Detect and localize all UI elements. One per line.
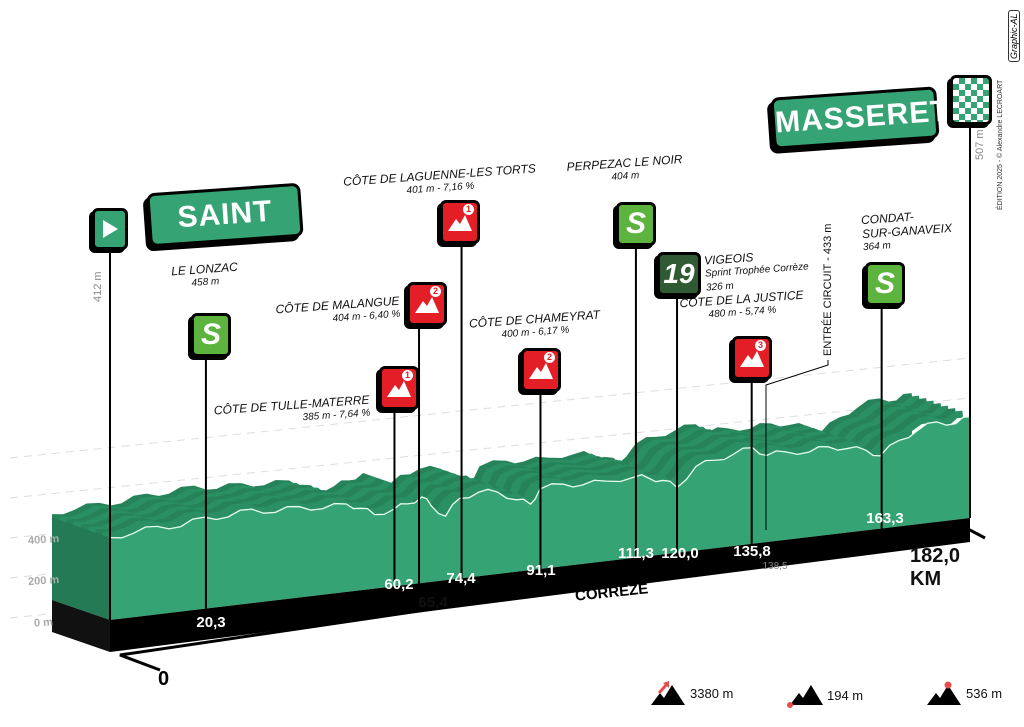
label-le-lonzac: LE LONZAC 458 m: [170, 259, 239, 289]
distance-axis: [119, 528, 986, 672]
km-laguenne: 74,4: [446, 570, 476, 587]
axis-label-200: 200 m: [27, 573, 60, 589]
climb-cat3-sign-icon: 3: [732, 336, 772, 380]
label-entree-circuit: ENTRÉE CIRCUIT - 433 m: [822, 223, 834, 356]
checkered-flag-icon: [950, 75, 992, 125]
km-start: 0: [158, 668, 170, 690]
sprint-sign-icon: S: [191, 313, 231, 357]
climb-cat2-sign-icon: 2: [407, 282, 447, 326]
max-altitude-icon: [927, 681, 961, 705]
start-flag-icon: [92, 208, 128, 250]
gridline: [9, 397, 971, 499]
profile-side-face: [52, 517, 110, 620]
credits-edition: ÉDITION 2025 - © Alexandre LECROART: [997, 79, 1004, 210]
total-climb-icon: [651, 681, 685, 705]
bonus-sprint-sign-icon: 19: [657, 252, 701, 296]
sprint-sign-icon: S: [865, 262, 905, 306]
km-justice: 135,8: [733, 543, 771, 560]
marker-poles: [109, 120, 971, 620]
km-circuit: 138,5: [762, 561, 788, 572]
legend-total-climb: 3380 m: [650, 680, 733, 706]
km-le-lonzac: 20,3: [196, 614, 226, 631]
km-finish: 182,0 KM: [910, 545, 961, 590]
gridline: [9, 357, 971, 459]
km-condat: 163,3: [866, 510, 904, 527]
min-altitude-icon: [787, 685, 823, 708]
circuit-pointer-line: [765, 360, 829, 530]
km-tulle-materre: 60,2: [384, 576, 414, 593]
km-malangue: 65,4: [418, 594, 448, 611]
base-front: [110, 518, 970, 652]
climb-cat1-sign-icon: 1: [440, 200, 480, 244]
start-altitude: 412 m: [92, 271, 104, 302]
km-chameyrat: 91,1: [526, 562, 556, 579]
start-town-label: SAINT JAL: [146, 182, 304, 281]
climb-cat1-sign-icon: 1: [379, 366, 419, 410]
label-condat: CONDAT- SUR-GANAVEIX 364 m: [860, 209, 953, 254]
legend-max-altitude: 536 m: [926, 680, 1002, 706]
finish-altitude: 507 m: [974, 129, 986, 160]
legend-min-altitude: 194 m: [787, 682, 863, 708]
climb-cat2-sign-icon: 2: [521, 348, 561, 392]
km-vigeois: 120,0: [661, 545, 699, 562]
km-perpezac: 111,3: [618, 545, 654, 562]
base-side: [52, 600, 110, 652]
axis-label-0: 0 m: [33, 616, 54, 630]
credits-brand-logo: Graphic-AL: [1008, 10, 1020, 62]
axis-label-400: 400 m: [27, 532, 60, 548]
sprint-sign-icon: S: [616, 202, 656, 246]
